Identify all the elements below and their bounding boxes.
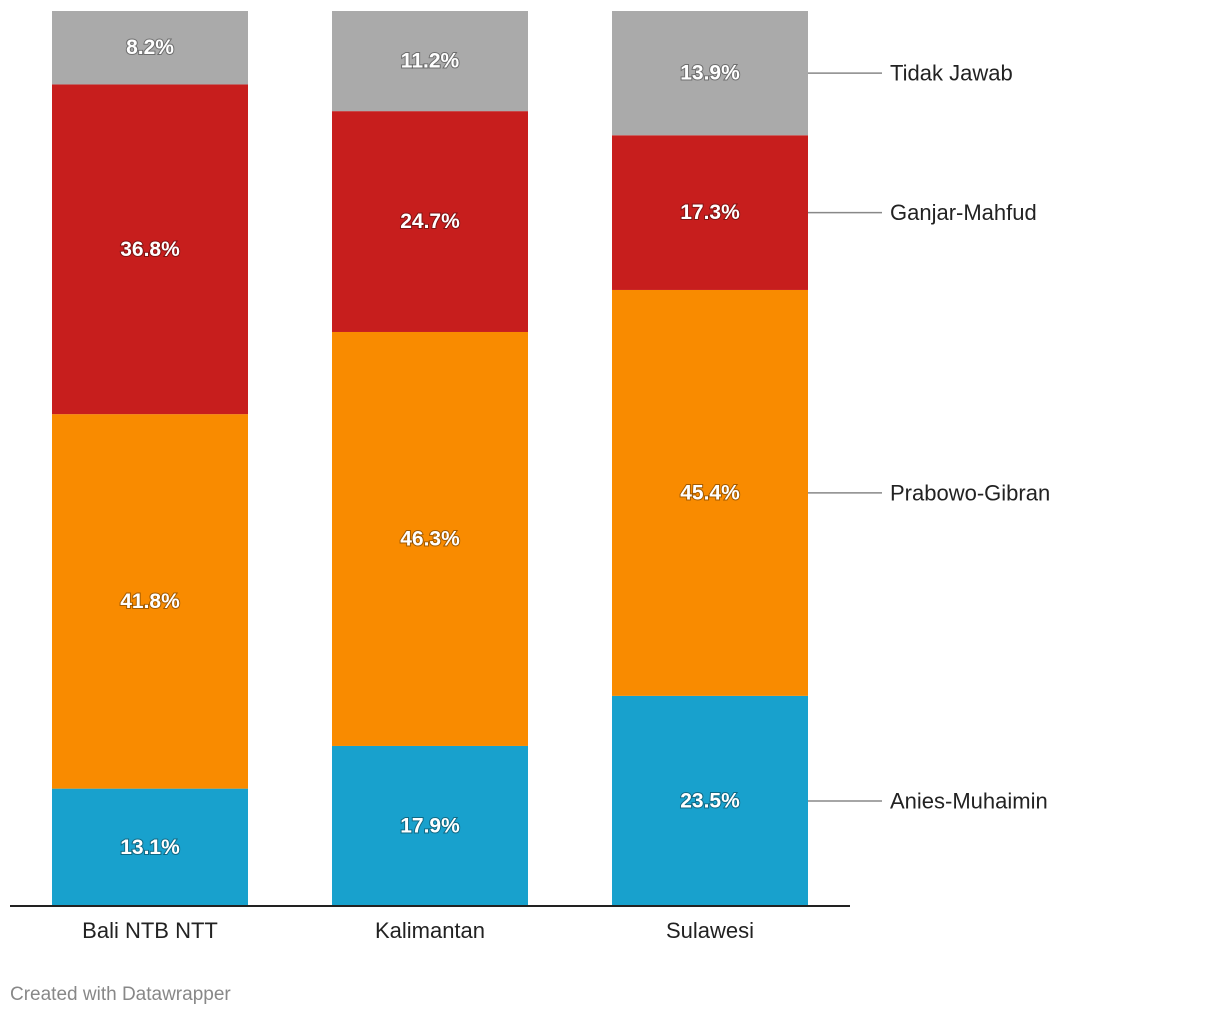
category-label-bali-ntb-ntt: Bali NTB NTT — [82, 918, 218, 943]
data-label-tidak-jawab-kalimantan: 11.2% — [401, 50, 460, 73]
bar-segment-prabowo-gibran-kalimantan — [332, 331, 528, 746]
category-labels-group: Bali NTB NTT Kalimantan Sulawesi — [82, 918, 754, 943]
bar-segment-prabowo-gibran-sulawesi — [612, 289, 808, 696]
bar-segment-ganjar-mahfud-sulawesi — [612, 135, 808, 290]
category-label-kalimantan: Kalimantan — [375, 918, 485, 943]
data-label-tidak-jawab-bali-ntb-ntt: 8.2% — [126, 36, 174, 59]
data-label-prabowo-gibran-sulawesi: 45.4% — [680, 481, 740, 504]
bar-segment-ganjar-mahfud-bali-ntb-ntt — [52, 84, 248, 415]
bar-segment-anies-muhaimin-sulawesi — [612, 695, 808, 906]
data-label-anies-muhaimin-sulawesi: 23.5% — [680, 789, 740, 812]
footer-credit: Created with Datawrapper — [10, 984, 231, 1005]
data-label-anies-muhaimin-bali-ntb-ntt: 13.1% — [120, 836, 180, 859]
segment-labels-group: 13.1% 41.8% 36.8% 8.2% 17.9% 46.3% 24.7% 11.2% 2… — [119, 35, 741, 860]
data-label-prabowo-gibran-bali-ntb-ntt: 41.8% — [120, 590, 180, 613]
bar-segment-anies-muhaimin-kalimantan — [332, 745, 528, 906]
legend-label-tidak-jawab: Tidak Jawab — [890, 61, 1013, 86]
bar-segment-tidak-jawab-sulawesi — [612, 11, 808, 136]
legend-group: Anies-Muhaimin Prabowo-Gibran Ganjar-Mahfu… — [808, 61, 1050, 813]
bars-group — [52, 11, 808, 906]
data-label-ganjar-mahfud-bali-ntb-ntt: 36.8% — [120, 238, 180, 261]
data-label-anies-muhaimin-kalimantan: 17.9% — [400, 814, 460, 837]
legend-label-prabowo-gibran: Prabowo-Gibran — [890, 480, 1050, 505]
data-label-ganjar-mahfud-kalimantan: 24.7% — [400, 210, 460, 233]
legend-label-anies-muhaimin: Anies-Muhaimin — [890, 788, 1048, 813]
legend-label-ganjar-mahfud: Ganjar-Mahfud — [890, 200, 1037, 225]
bar-segment-anies-muhaimin-bali-ntb-ntt — [52, 788, 248, 906]
bar-segment-tidak-jawab-bali-ntb-ntt — [52, 11, 248, 85]
data-label-prabowo-gibran-kalimantan: 46.3% — [400, 527, 460, 550]
bar-segment-prabowo-gibran-bali-ntb-ntt — [52, 414, 248, 789]
bar-segment-tidak-jawab-kalimantan — [332, 11, 528, 112]
data-label-ganjar-mahfud-sulawesi: 17.3% — [680, 201, 740, 224]
data-label-tidak-jawab-sulawesi: 13.9% — [680, 62, 740, 85]
bar-segment-ganjar-mahfud-kalimantan — [332, 111, 528, 332]
category-label-sulawesi: Sulawesi — [666, 918, 754, 943]
